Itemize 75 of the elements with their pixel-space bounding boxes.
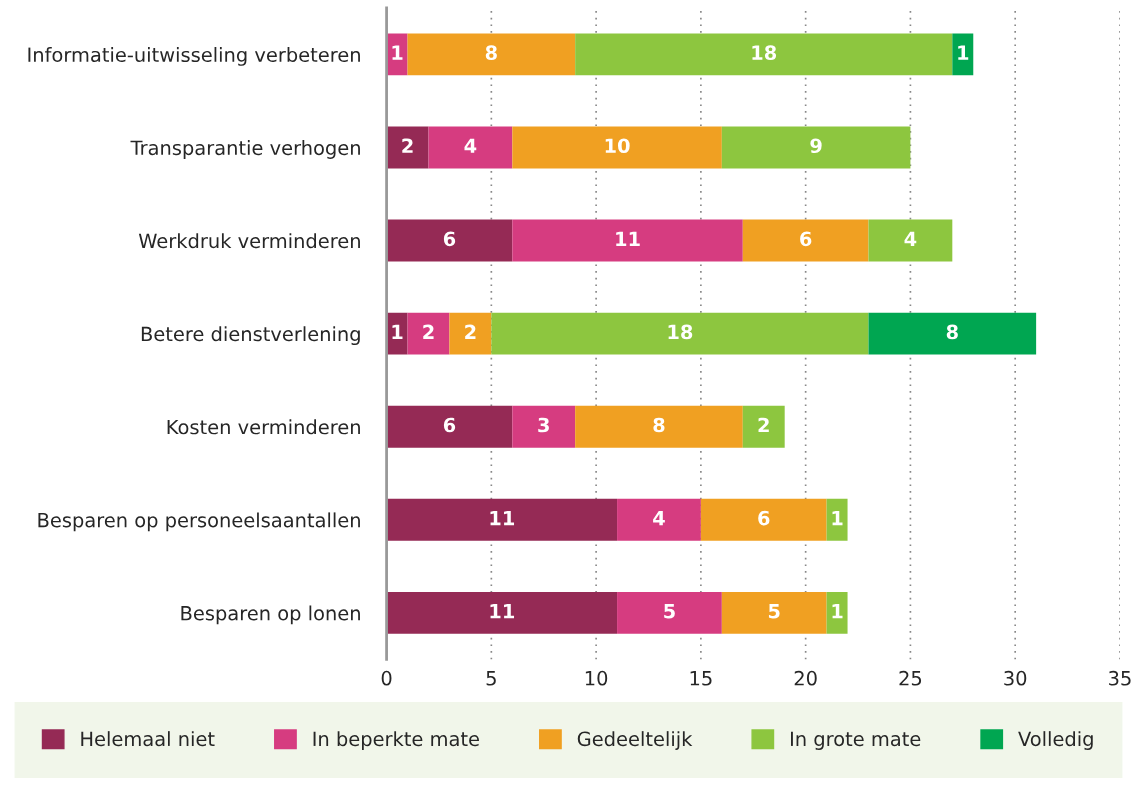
bar <box>512 126 722 169</box>
y-tick-label: Betere dienstverlening <box>141 326 360 346</box>
data-label: 8 <box>946 324 958 340</box>
bar <box>386 405 513 448</box>
x-tick-label: 30 <box>1004 670 1027 686</box>
bar <box>617 498 701 541</box>
data-label: 8 <box>653 417 665 433</box>
data-label: 11 <box>616 231 640 246</box>
legend-label: Volledig <box>1018 731 1093 750</box>
x-tick-label: 10 <box>585 670 608 686</box>
y-tick-label: Werkdruk verminderen <box>138 233 360 249</box>
bar <box>512 405 576 448</box>
data-label: 11 <box>490 510 515 526</box>
bar <box>491 312 869 355</box>
bar <box>386 591 618 634</box>
data-label: 18 <box>752 45 777 61</box>
bar <box>407 312 450 355</box>
data-label: 1 <box>958 45 969 60</box>
bar <box>868 312 1037 355</box>
data-label: 9 <box>810 138 822 154</box>
data-label: 3 <box>538 417 549 433</box>
data-label: 2 <box>423 324 434 339</box>
data-label: 2 <box>402 138 413 153</box>
data-label: 2 <box>465 324 476 339</box>
y-tick-label: Kosten verminderen <box>167 419 360 435</box>
bar <box>721 591 827 634</box>
data-label: 6 <box>443 417 456 433</box>
x-tick-label: 15 <box>690 671 712 686</box>
bar <box>386 219 513 262</box>
data-label: 5 <box>768 604 780 619</box>
bar <box>449 312 492 355</box>
legend-label: Helemaal niet <box>81 731 215 747</box>
bar <box>407 33 576 76</box>
data-label: 1 <box>832 510 843 526</box>
y-tick-label: Informatie-uitwisseling verbeteren <box>28 47 360 66</box>
y-tick-label: Transparantie verhogen <box>130 140 360 159</box>
x-tick-label: 20 <box>794 670 817 686</box>
legend-label: In grote mate <box>790 731 921 750</box>
data-label: 5 <box>664 604 675 619</box>
legend-label: Gedeeltelijk <box>577 731 693 750</box>
y-tick-label: Besparen op personeelsaantallen <box>38 512 360 532</box>
bar <box>826 498 848 541</box>
data-label: 18 <box>668 324 693 340</box>
data-label: 8 <box>485 45 497 61</box>
data-label: 4 <box>904 231 917 246</box>
data-label: 1 <box>392 45 403 60</box>
bar <box>512 219 743 262</box>
bar <box>721 126 911 169</box>
data-label: 4 <box>653 510 665 526</box>
bar <box>700 498 827 541</box>
x-tick-label: 0 <box>381 670 392 686</box>
bar <box>826 591 848 634</box>
bar <box>428 126 513 169</box>
data-label: 6 <box>758 510 770 526</box>
data-label: 1 <box>832 604 843 619</box>
x-tick-label: 35 <box>1109 670 1131 686</box>
data-label: 6 <box>443 231 456 247</box>
bar <box>617 591 722 634</box>
bar <box>742 219 869 262</box>
y-tick-label: Besparen op lonen <box>181 605 360 625</box>
x-tick-label: 5 <box>486 671 496 686</box>
bar <box>386 498 618 541</box>
data-label: 6 <box>800 231 812 247</box>
bar <box>742 405 785 448</box>
data-label: 4 <box>464 138 477 153</box>
bar <box>952 33 974 76</box>
data-label: 11 <box>490 604 515 619</box>
data-label: 10 <box>605 138 630 154</box>
data-label: 1 <box>392 324 403 339</box>
bar <box>575 405 743 448</box>
data-label: 2 <box>758 417 769 433</box>
bar <box>868 219 953 262</box>
bar <box>575 33 953 76</box>
x-tick-label: 25 <box>899 670 922 686</box>
legend-label: In beperkte mate <box>313 731 479 750</box>
